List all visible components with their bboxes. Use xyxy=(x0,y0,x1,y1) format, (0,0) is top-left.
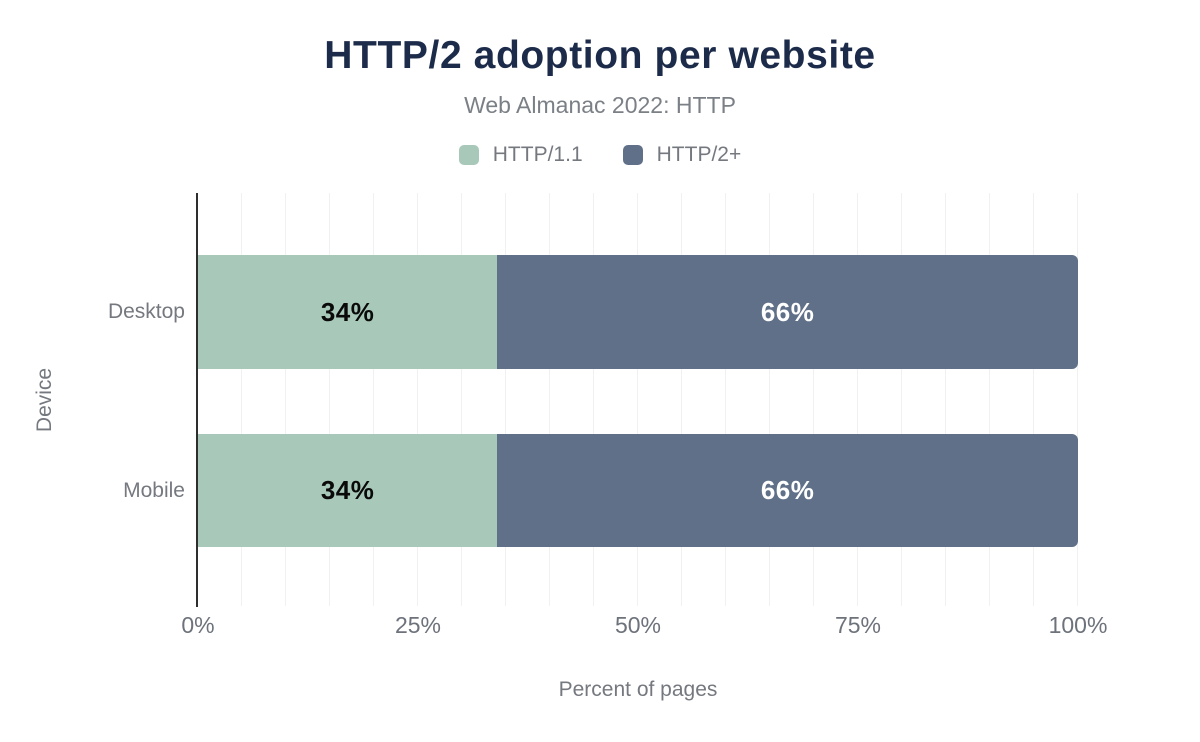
legend-item-http2: HTTP/2+ xyxy=(622,143,742,167)
bar-row-desktop: 34% 66% xyxy=(198,255,1078,369)
x-tick-50: 50% xyxy=(614,612,662,638)
bar-value-label: 66% xyxy=(760,296,815,327)
legend-swatch-http11-icon xyxy=(458,145,479,165)
bar-segment-desktop-http11: 34% xyxy=(198,255,498,369)
x-axis-title: Percent of pages xyxy=(558,678,718,701)
y-axis-line xyxy=(196,193,198,607)
bar-value-label: 34% xyxy=(320,475,375,505)
bar-value-label: 34% xyxy=(320,296,375,327)
y-axis-title: Device xyxy=(33,367,56,433)
x-tick-0: 0% xyxy=(181,612,215,638)
chart-title: HTTP/2 adoption per website xyxy=(324,34,876,77)
x-tick-75: 75% xyxy=(834,612,882,638)
legend-item-http11: HTTP/1.1 xyxy=(458,143,583,167)
legend: HTTP/1.1 HTTP/2+ xyxy=(0,143,1200,167)
bar-segment-desktop-http2: 66% xyxy=(497,255,1078,369)
bar-segment-mobile-http11: 34% xyxy=(198,434,498,547)
category-label-mobile: Mobile xyxy=(123,478,185,502)
chart-subtitle: Web Almanac 2022: HTTP xyxy=(464,92,736,118)
x-tick-25: 25% xyxy=(394,612,442,638)
bar-value-label: 66% xyxy=(760,475,815,505)
legend-swatch-http2-icon xyxy=(622,145,643,165)
bar-row-mobile: 34% 66% xyxy=(198,434,1078,547)
plot-area: 34% 66% 34% 66% xyxy=(198,193,1078,606)
category-label-desktop: Desktop xyxy=(107,300,185,323)
x-tick-100: 100% xyxy=(1048,612,1108,638)
bar-segment-mobile-http2: 66% xyxy=(497,434,1078,547)
legend-label-http2: HTTP/2+ xyxy=(656,143,742,166)
legend-label-http11: HTTP/1.1 xyxy=(492,143,583,166)
